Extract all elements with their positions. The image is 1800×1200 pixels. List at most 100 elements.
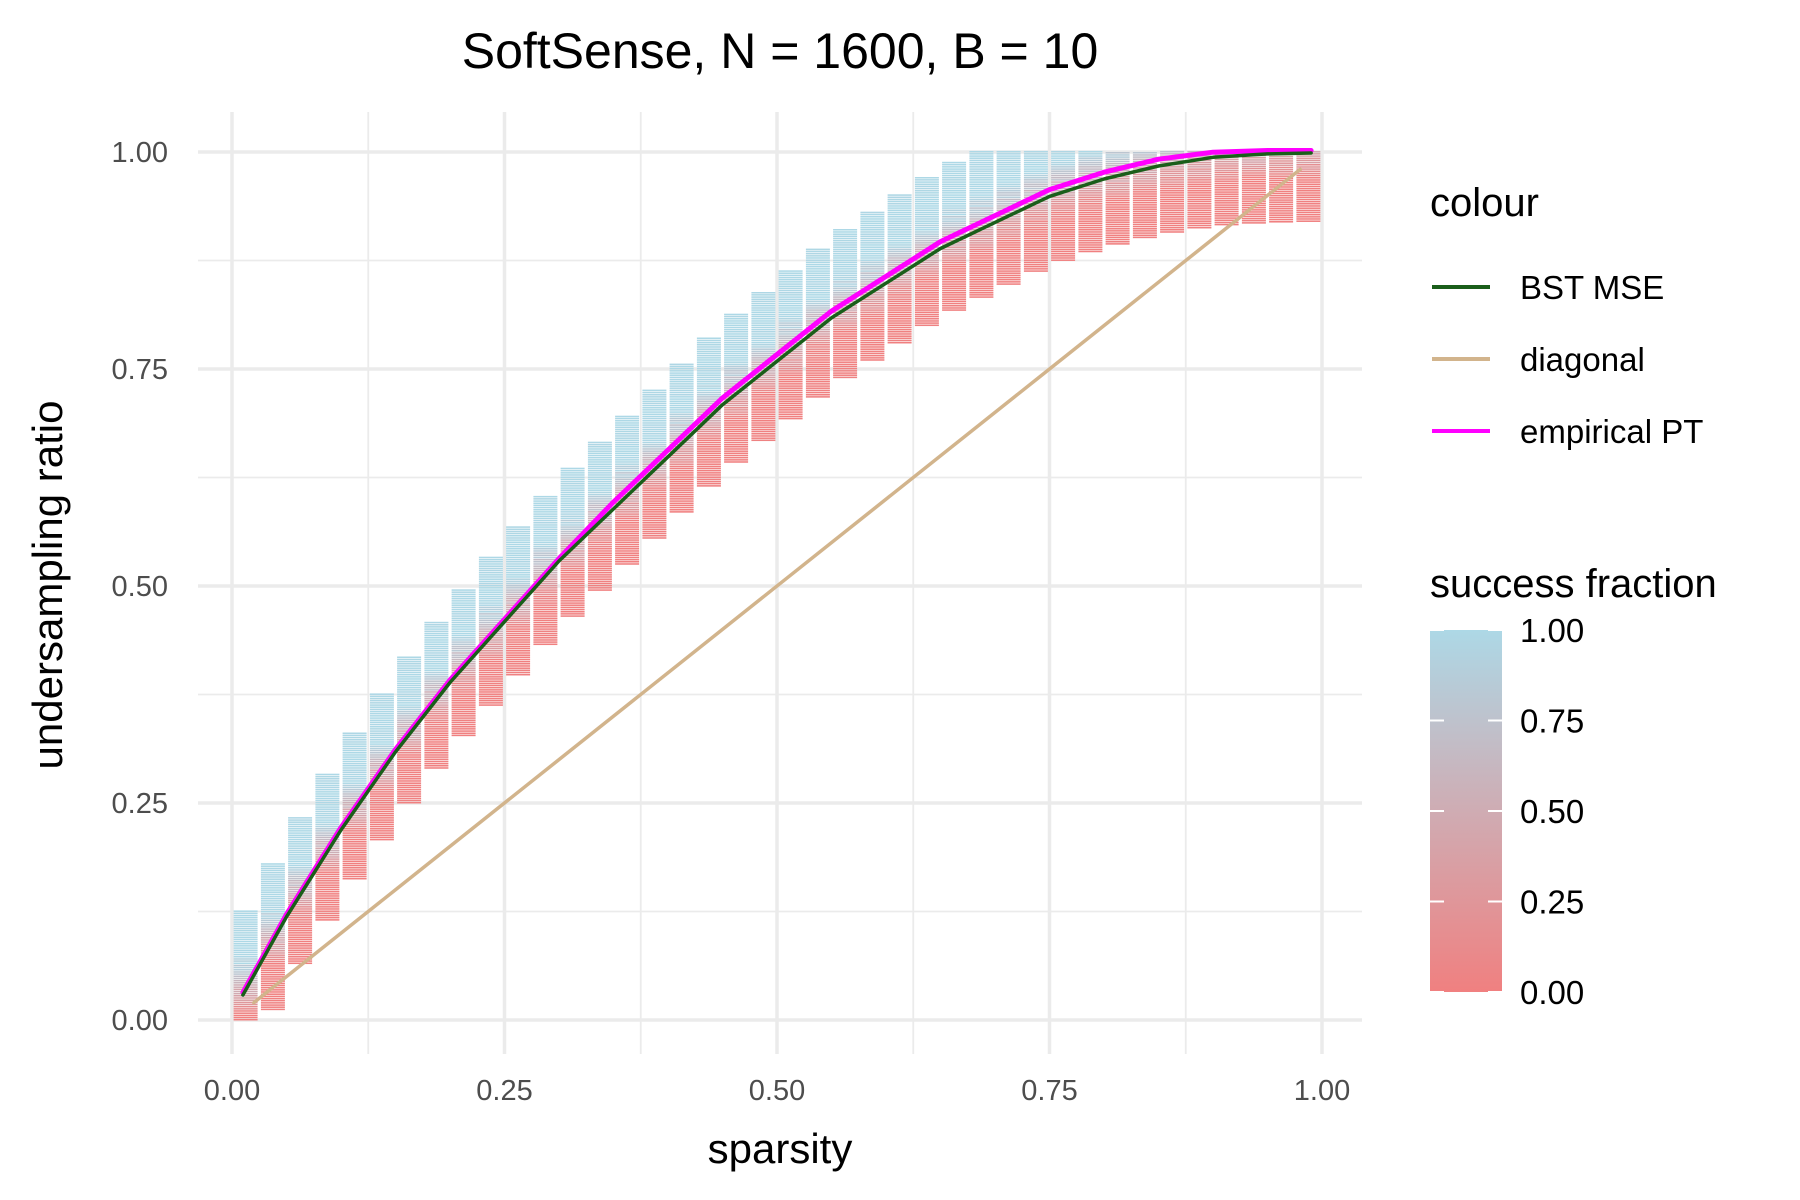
heatmap-tile (1160, 218, 1185, 220)
heatmap-tile (805, 315, 830, 318)
heatmap-tile (587, 476, 612, 478)
heatmap-tile (424, 624, 449, 626)
heatmap-tile (642, 513, 667, 515)
heatmap-tile (397, 765, 422, 767)
heatmap-tile (696, 428, 721, 431)
heatmap-tile (860, 229, 885, 231)
heatmap-tile (778, 385, 803, 387)
heatmap-tile (642, 515, 667, 518)
heatmap-tile (342, 736, 367, 739)
heatmap-tile (1023, 159, 1048, 162)
heatmap-tile (615, 502, 640, 505)
heatmap-tile (397, 684, 422, 687)
heatmap-tile (914, 198, 939, 201)
heatmap-tile (1214, 210, 1239, 213)
heatmap-tile (260, 978, 285, 980)
heatmap-tile (478, 597, 503, 600)
heatmap-tile (1051, 239, 1076, 242)
heatmap-tile (369, 693, 394, 695)
heatmap-tile (914, 224, 939, 227)
heatmap-tile (860, 346, 885, 348)
heatmap-tile (887, 324, 912, 327)
heatmap-tile (1078, 205, 1103, 207)
heatmap-tile (506, 593, 531, 596)
heatmap-tile (533, 597, 558, 600)
heatmap-tile (751, 331, 776, 333)
heatmap-tile (969, 231, 994, 233)
heatmap-tile (1023, 174, 1048, 177)
heatmap-tile (805, 270, 830, 272)
heatmap-tile (942, 222, 967, 225)
heatmap-tile (751, 307, 776, 309)
heatmap-tile (587, 532, 612, 535)
heatmap-tile (696, 437, 721, 439)
heatmap-tile (1269, 214, 1294, 216)
heatmap-tile (233, 949, 258, 952)
heatmap-tile (397, 749, 422, 752)
heatmap-tile (369, 832, 394, 834)
heatmap-tile (669, 404, 694, 407)
heatmap-tile (560, 587, 585, 589)
heatmap-tile (533, 628, 558, 630)
heatmap-tile (397, 784, 422, 787)
heatmap-tile (315, 890, 340, 893)
heatmap-tile (996, 200, 1021, 203)
heatmap-tile (533, 565, 558, 567)
heatmap-tile (642, 517, 667, 520)
heatmap-tile (424, 669, 449, 672)
heatmap-tile (1105, 212, 1130, 215)
heatmap-tile (805, 350, 830, 353)
heatmap-tile (805, 331, 830, 333)
heatmap-tile (369, 812, 394, 815)
heatmap-tile (887, 296, 912, 298)
heatmap-tile (1296, 155, 1321, 157)
heatmap-tile (751, 387, 776, 389)
heatmap-tile (642, 480, 667, 483)
heatmap-tile (1051, 216, 1076, 218)
heatmap-tile (642, 402, 667, 405)
heatmap-tile (506, 548, 531, 550)
heatmap-tile (451, 723, 476, 726)
heatmap-tile (260, 921, 285, 924)
heatmap-tile (369, 814, 394, 817)
heatmap-tile (778, 287, 803, 290)
heatmap-tile (1160, 222, 1185, 225)
heatmap-tile (860, 250, 885, 253)
heatmap-tile (1078, 159, 1103, 162)
heatmap-tile (1214, 213, 1239, 215)
heatmap-tile (478, 619, 503, 622)
heatmap-tile (724, 380, 749, 383)
heatmap-tile (369, 697, 394, 700)
heatmap-tile (805, 309, 830, 311)
heatmap-tile (887, 333, 912, 335)
heatmap-tile (751, 439, 776, 442)
heatmap-tile (342, 773, 367, 776)
heatmap-tile (560, 600, 585, 602)
heatmap-tile (369, 758, 394, 761)
heatmap-tile (342, 828, 367, 830)
heatmap-tile (1160, 185, 1185, 188)
heatmap-tile (397, 678, 422, 680)
heatmap-tile (996, 283, 1021, 285)
heatmap-tile (560, 550, 585, 552)
heatmap-tile (615, 558, 640, 561)
heatmap-tile (860, 307, 885, 309)
heatmap-tile (887, 328, 912, 331)
heatmap-tile (1241, 219, 1266, 222)
heatmap-tile (288, 899, 313, 902)
heatmap-tile (615, 524, 640, 526)
heatmap-tile (342, 821, 367, 823)
heatmap-tile (1214, 215, 1239, 217)
heatmap-tile (914, 309, 939, 311)
heatmap-tile (233, 925, 258, 928)
heatmap-tile (288, 927, 313, 930)
heatmap-tile (860, 350, 885, 353)
heatmap-tile (724, 335, 749, 337)
heatmap-tile (1214, 208, 1239, 211)
heatmap-tile (996, 252, 1021, 255)
heatmap-tile (342, 762, 367, 765)
heatmap-tile (1132, 158, 1157, 161)
heatmap-tile (833, 305, 858, 307)
heatmap-tile (233, 975, 258, 978)
heatmap-tile (451, 734, 476, 737)
